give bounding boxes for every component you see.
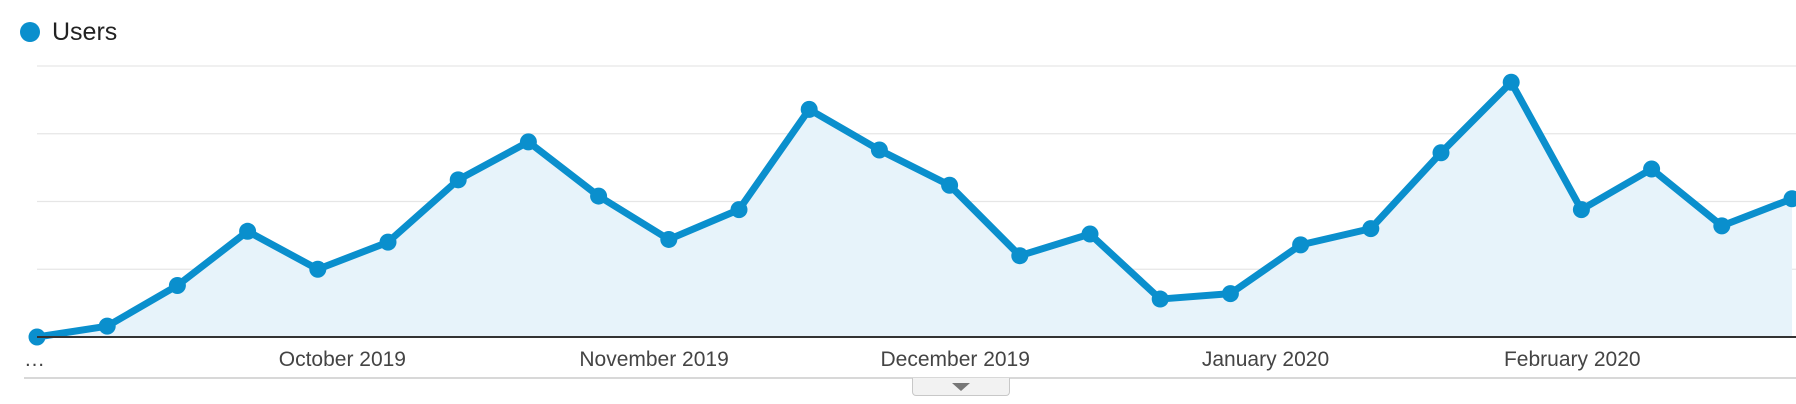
x-tick-label: January 2020 bbox=[1202, 348, 1329, 371]
data-point[interactable] bbox=[1011, 247, 1029, 265]
legend-marker-users bbox=[20, 22, 40, 42]
x-tick-label: February 2020 bbox=[1504, 348, 1641, 371]
data-point[interactable] bbox=[1713, 217, 1731, 235]
points-layer bbox=[28, 73, 1796, 346]
x-tick-label: … bbox=[24, 348, 45, 371]
data-point[interactable] bbox=[730, 201, 748, 219]
line-layer bbox=[33, 78, 1796, 341]
data-point[interactable] bbox=[1432, 144, 1450, 162]
users-area bbox=[37, 82, 1792, 337]
area-layer bbox=[37, 82, 1792, 337]
data-point[interactable] bbox=[1783, 190, 1796, 208]
caret-down-icon bbox=[952, 382, 970, 391]
data-point[interactable] bbox=[1081, 225, 1099, 243]
data-point[interactable] bbox=[1362, 220, 1380, 238]
data-point[interactable] bbox=[941, 176, 959, 194]
data-point[interactable] bbox=[1151, 290, 1169, 308]
x-tick-label: October 2019 bbox=[279, 348, 406, 371]
data-point[interactable] bbox=[519, 133, 537, 151]
data-point[interactable] bbox=[168, 277, 186, 295]
data-point[interactable] bbox=[1643, 160, 1661, 178]
users-line bbox=[33, 78, 1796, 341]
legend: Users bbox=[20, 18, 117, 46]
data-point[interactable] bbox=[98, 317, 116, 335]
data-point[interactable] bbox=[660, 230, 678, 248]
x-tick-label: December 2019 bbox=[881, 348, 1030, 371]
collapse-chart-button[interactable] bbox=[912, 378, 1010, 396]
data-point[interactable] bbox=[1221, 285, 1239, 303]
data-point[interactable] bbox=[800, 100, 818, 118]
data-point[interactable] bbox=[379, 233, 397, 251]
data-point[interactable] bbox=[590, 187, 608, 205]
data-point[interactable] bbox=[449, 171, 467, 189]
data-point[interactable] bbox=[309, 260, 327, 278]
data-point[interactable] bbox=[1572, 201, 1590, 219]
x-tick-label: November 2019 bbox=[579, 348, 728, 371]
legend-label-users: Users bbox=[52, 17, 118, 46]
data-point[interactable] bbox=[1502, 73, 1520, 91]
data-point[interactable] bbox=[1292, 236, 1310, 254]
data-point[interactable] bbox=[870, 141, 888, 159]
x-axis: … October 2019 November 2019 December 2019 J… bbox=[24, 336, 1796, 379]
data-point[interactable] bbox=[239, 222, 257, 240]
